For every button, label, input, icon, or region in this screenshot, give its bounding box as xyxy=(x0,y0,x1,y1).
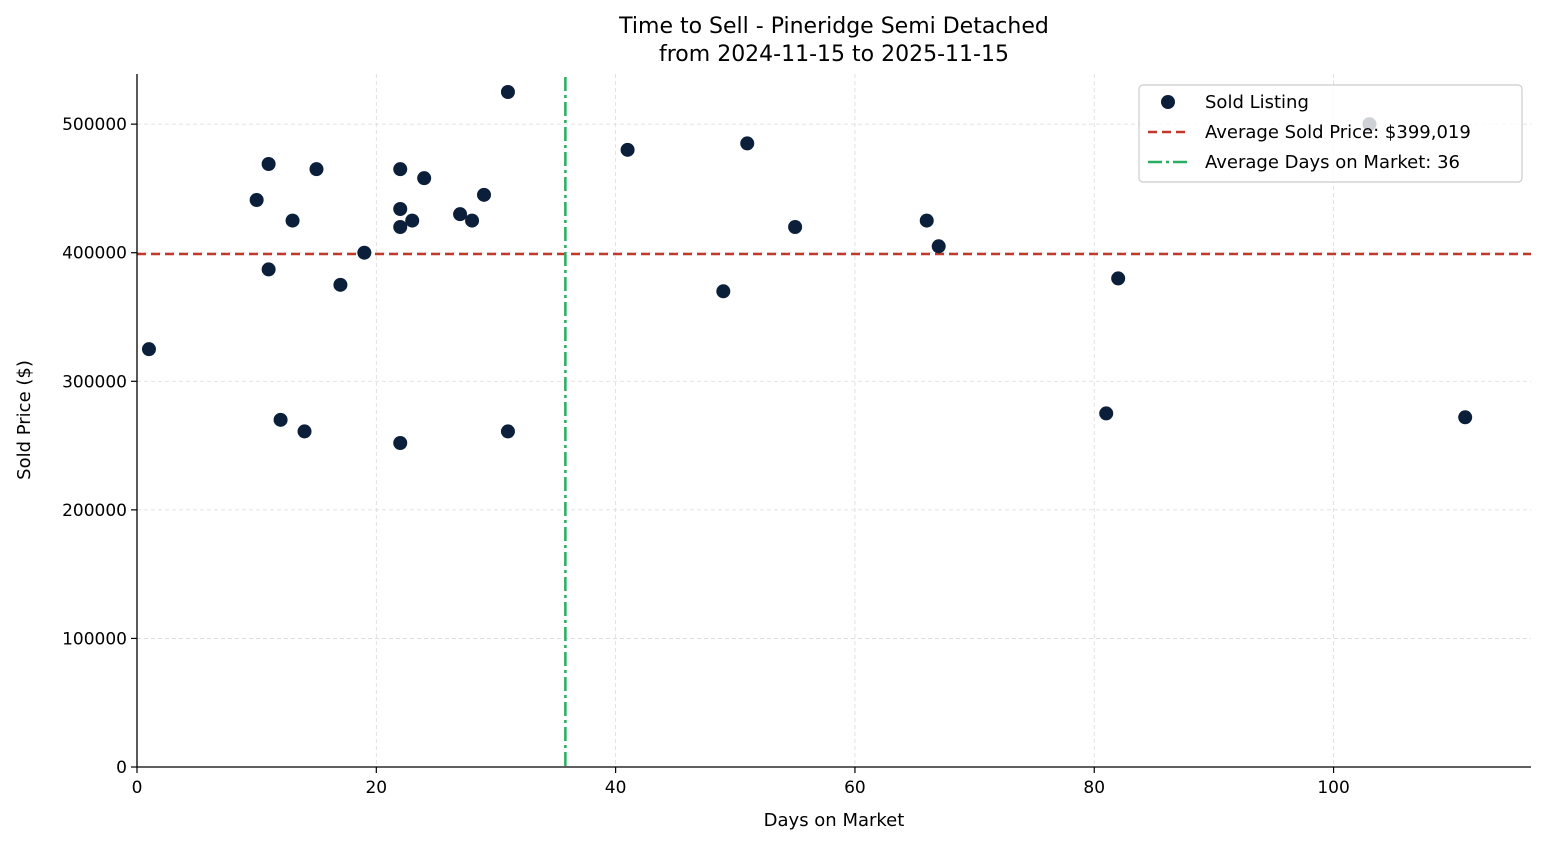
chart-title-line2: from 2024-11-15 to 2025-11-15 xyxy=(659,42,1009,67)
sold-listing-point xyxy=(477,187,492,202)
legend-label-avg-days: Average Days on Market: 36 xyxy=(1205,152,1460,173)
sold-listing-point xyxy=(357,245,372,260)
legend-marker-sold xyxy=(1161,95,1175,109)
sold-listing-point xyxy=(465,213,480,228)
sold-listing-point xyxy=(740,136,755,151)
sold-listing-point xyxy=(716,284,731,299)
y-axis-label: Sold Price ($) xyxy=(14,360,35,480)
y-tick-label: 500000 xyxy=(62,115,127,135)
x-tick-label: 20 xyxy=(365,778,387,798)
sold-listing-point xyxy=(1458,410,1473,425)
x-tick-label: 80 xyxy=(1083,778,1105,798)
x-tick-label: 100 xyxy=(1317,778,1349,798)
sold-listing-point xyxy=(393,220,408,234)
y-tick-label: 400000 xyxy=(62,244,127,264)
x-tick-label: 60 xyxy=(844,778,866,798)
y-tick-label: 200000 xyxy=(62,501,127,521)
sold-listing-point xyxy=(405,213,420,228)
sold-listing-point xyxy=(417,171,432,186)
sold-listing-point xyxy=(500,85,515,99)
sold-listing-point xyxy=(297,424,312,439)
chart-title-line1: Time to Sell - Pineridge Semi Detached xyxy=(618,14,1049,39)
x-tick-label: 40 xyxy=(605,778,627,798)
sold-listing-point xyxy=(453,207,468,222)
legend-label-sold: Sold Listing xyxy=(1205,92,1309,113)
y-tick-label: 100000 xyxy=(62,629,127,649)
sold-listing-point xyxy=(261,262,276,277)
legend: Sold Listing Average Sold Price: $399,01… xyxy=(1138,84,1523,183)
sold-listing-point xyxy=(333,277,348,292)
sold-listing-point xyxy=(261,157,276,171)
y-tick-label: 300000 xyxy=(62,372,127,392)
y-tick-label: 0 xyxy=(116,758,127,778)
sold-listing-point xyxy=(919,213,934,228)
sold-listing-point xyxy=(285,213,300,228)
sold-listing-point xyxy=(393,162,408,177)
sold-listing-point xyxy=(309,162,324,177)
sold-listing-point xyxy=(141,342,156,357)
sold-listing-point xyxy=(931,239,946,254)
sold-listing-point xyxy=(393,436,408,450)
x-tick-label: 0 xyxy=(132,778,143,798)
sold-listing-point xyxy=(1099,406,1114,421)
sold-listing-point xyxy=(788,220,803,234)
sold-listing-point xyxy=(273,412,288,427)
legend-label-avg-price: Average Sold Price: $399,019 xyxy=(1205,122,1471,143)
legend-box xyxy=(1138,84,1523,183)
sold-listing-point xyxy=(249,193,264,207)
sold-listing-point xyxy=(393,202,408,216)
sold-listing-point xyxy=(1111,271,1126,286)
sold-listing-point xyxy=(500,424,515,439)
x-axis-label: Days on Market xyxy=(764,810,905,831)
sold-listing-point xyxy=(620,142,635,157)
